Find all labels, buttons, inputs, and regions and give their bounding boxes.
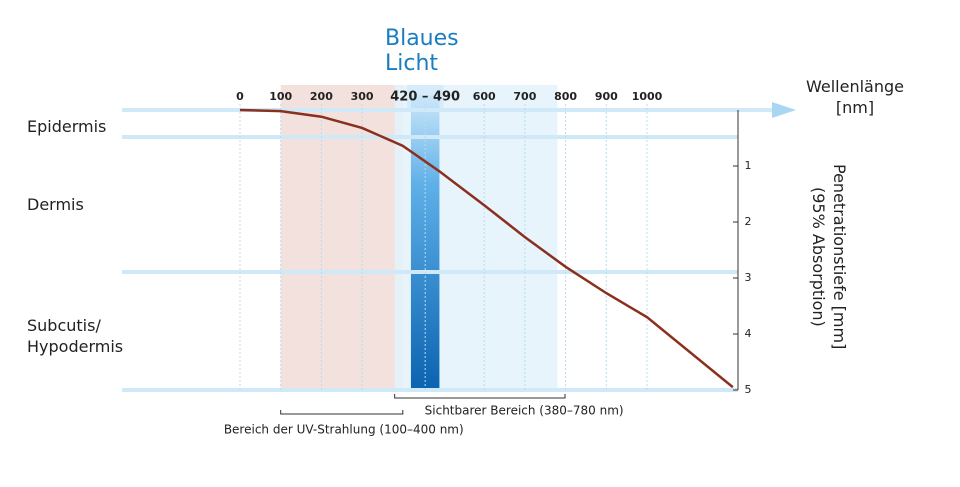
x-tick-label: 420 – 490 <box>390 90 460 105</box>
band <box>280 85 403 390</box>
band-label: Bereich der UV-Strahlung (100–400 nm) <box>224 423 464 437</box>
x-axis-label: Wellenlänge [nm] <box>806 77 904 117</box>
y-tick-label: 3 <box>745 271 752 284</box>
y-tick-label: 2 <box>745 215 752 228</box>
y-tick-label: 5 <box>745 383 752 396</box>
y-axis-label: Penetrationstiefe [mm] (95% Absorption) <box>809 164 849 350</box>
bracket <box>280 410 404 415</box>
highlight-band <box>410 95 440 392</box>
x-tick-label: 1000 <box>632 90 663 103</box>
x-tick-label: 600 <box>473 90 496 103</box>
x-tick-label: 200 <box>310 90 333 103</box>
line <box>239 108 734 389</box>
chart-title: Blaues Licht <box>385 26 459 76</box>
layer-label: Dermis <box>27 195 84 214</box>
bracket <box>394 394 566 399</box>
x-tick-label: 300 <box>351 90 374 103</box>
x-tick-label: 0 <box>236 90 244 103</box>
x-tick-label: 100 <box>269 90 292 103</box>
band-label: Sichtbarer Bereich (380–780 nm) <box>425 404 624 418</box>
y-tick-label: 1 <box>745 159 752 172</box>
layer-label: Subcutis/ Hypodermis <box>27 316 124 356</box>
y-tick-label: 4 <box>745 327 752 340</box>
axis-arrow <box>772 102 796 118</box>
x-tick-label: 900 <box>595 90 618 103</box>
layer-label: Epidermis <box>27 117 107 136</box>
x-tick-label: 800 <box>554 90 577 103</box>
x-tick-label: 700 <box>513 90 536 103</box>
